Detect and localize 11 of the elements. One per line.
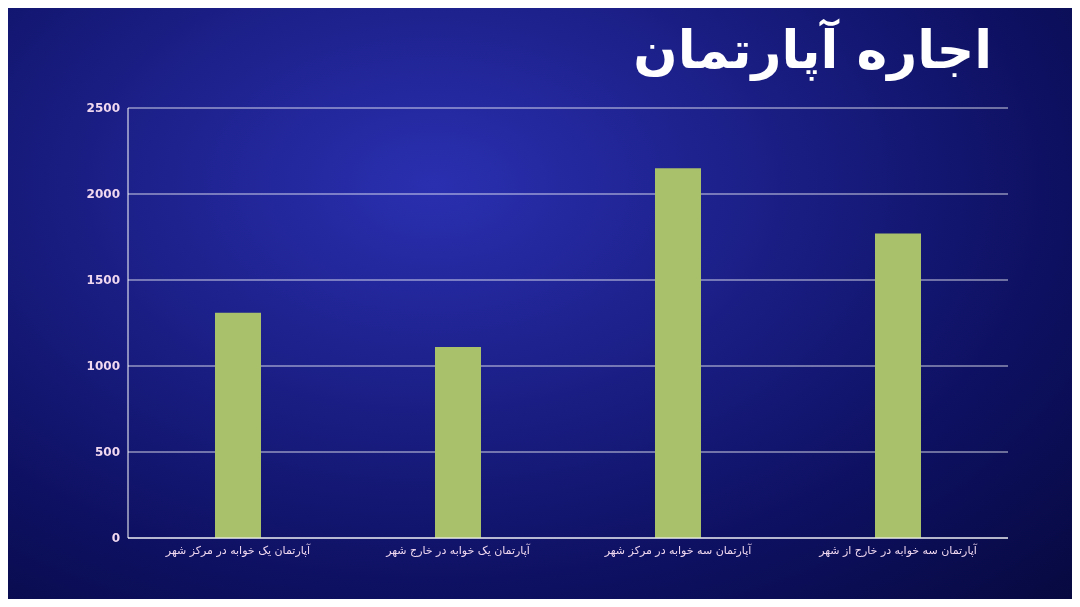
y-tick-label: 500 xyxy=(94,445,120,460)
chart-title: اجاره آپارتمان xyxy=(633,20,992,80)
x-tick-label: آپارتمان یک خوابه در خارج شهر xyxy=(385,542,531,557)
y-tick-label: 0 xyxy=(111,531,120,546)
x-tick-label: آپارتمان یک خوابه در مرکز شهر xyxy=(164,542,312,557)
x-tick-label: آپارتمان سه خوابه در مرکز شهر xyxy=(603,542,753,557)
y-tick-label: 1000 xyxy=(86,359,120,374)
y-tick-label: 2000 xyxy=(86,187,120,202)
x-tick-label: آپارتمان سه خوابه در خارج از شهر xyxy=(818,542,978,557)
y-tick-label: 2500 xyxy=(86,101,120,116)
y-tick-label: 1500 xyxy=(86,273,120,288)
